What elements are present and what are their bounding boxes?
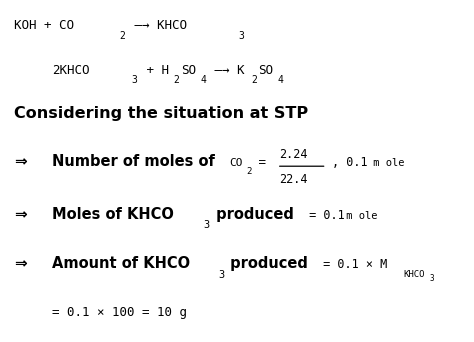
- Text: 2.24: 2.24: [279, 148, 308, 161]
- Text: 2: 2: [173, 75, 179, 85]
- Text: =: =: [251, 156, 273, 169]
- Text: 2: 2: [119, 31, 125, 41]
- Text: Moles of KHCO: Moles of KHCO: [52, 207, 174, 222]
- Text: m ole: m ole: [340, 211, 378, 221]
- Text: KOH + CO: KOH + CO: [14, 19, 74, 32]
- Text: 3: 3: [218, 270, 224, 280]
- Text: m ole: m ole: [367, 158, 405, 168]
- Text: 3: 3: [204, 221, 210, 231]
- Text: 3: 3: [429, 275, 434, 284]
- Text: —→ K: —→ K: [207, 64, 244, 77]
- Text: + H: + H: [139, 64, 169, 77]
- Text: 4: 4: [277, 75, 283, 85]
- Text: produced: produced: [225, 256, 308, 272]
- Text: ⇒: ⇒: [14, 154, 27, 169]
- Text: 3: 3: [238, 31, 244, 41]
- Text: Considering the situation at STP: Considering the situation at STP: [14, 106, 309, 121]
- Text: —→ KHCO: —→ KHCO: [127, 19, 187, 32]
- Text: KHCO: KHCO: [403, 270, 425, 279]
- Text: ⇒: ⇒: [14, 256, 27, 272]
- Text: = 0.1: = 0.1: [302, 209, 345, 222]
- Text: , 0.1: , 0.1: [332, 156, 367, 169]
- Text: = 0.1 × 100 = 10 g: = 0.1 × 100 = 10 g: [52, 306, 187, 319]
- Text: 3: 3: [132, 75, 137, 85]
- Text: produced: produced: [211, 207, 294, 222]
- Text: 2: 2: [251, 75, 257, 85]
- Text: 2KHCO: 2KHCO: [52, 64, 90, 77]
- Text: 4: 4: [200, 75, 206, 85]
- Text: 2: 2: [246, 168, 251, 176]
- Text: CO: CO: [229, 158, 243, 168]
- Text: 22.4: 22.4: [279, 173, 308, 186]
- Text: Number of moles of: Number of moles of: [52, 154, 220, 169]
- Text: ⇒: ⇒: [14, 207, 27, 222]
- Text: = 0.1 × M: = 0.1 × M: [316, 259, 387, 272]
- Text: SO: SO: [258, 64, 273, 77]
- Text: SO: SO: [181, 64, 196, 77]
- Text: Amount of KHCO: Amount of KHCO: [52, 256, 190, 272]
